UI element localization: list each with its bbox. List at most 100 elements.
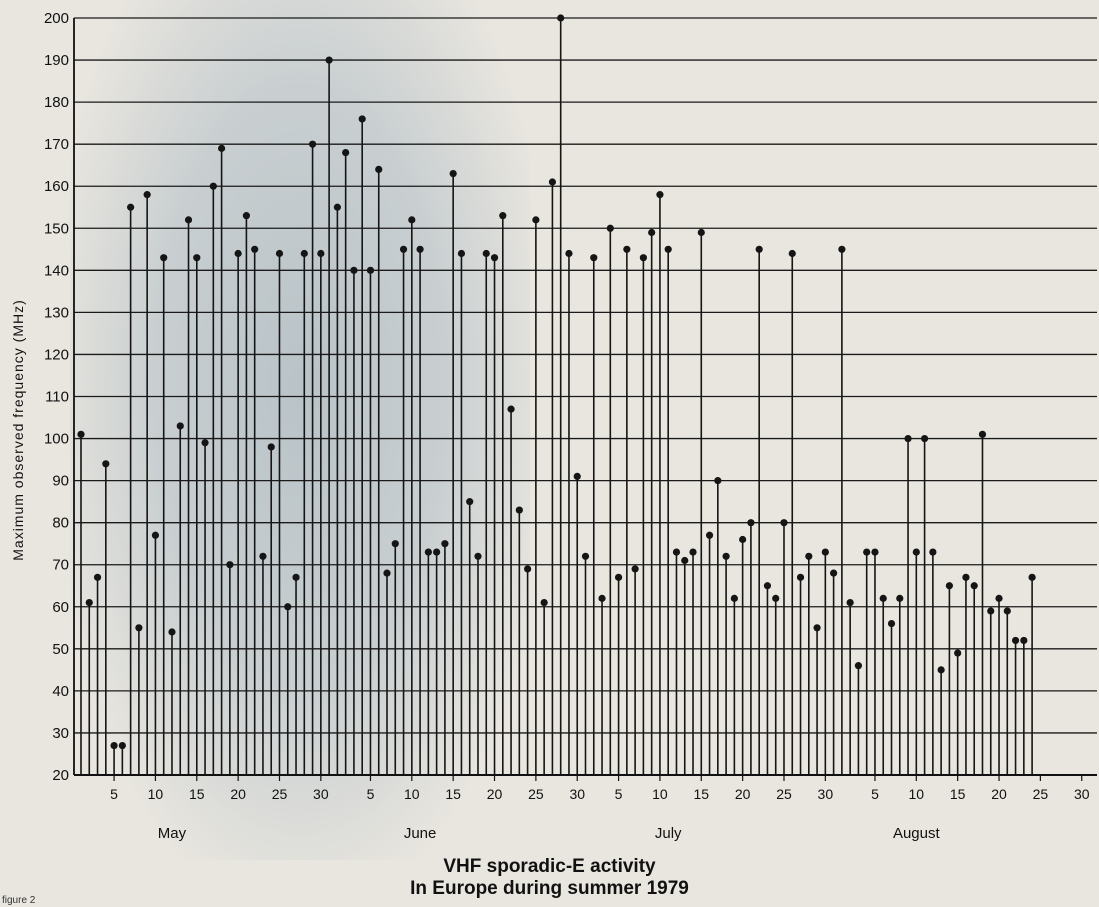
y-tick-label: 150 xyxy=(44,220,69,237)
x-tick-label: 15 xyxy=(445,786,461,802)
y-tick-label: 200 xyxy=(44,10,69,27)
data-point xyxy=(317,249,325,258)
data-point xyxy=(896,594,904,602)
y-tick-label: 170 xyxy=(44,136,69,153)
data-point xyxy=(548,178,557,186)
x-tick-label: 30 xyxy=(1074,786,1090,802)
data-point xyxy=(937,666,945,674)
data-point xyxy=(358,115,366,123)
data-point xyxy=(863,548,871,556)
label-layer: 20 30 40 50 60 70 80 90 100 110 120 130 140 150 160 170… xyxy=(44,10,1090,842)
data-point xyxy=(772,594,780,602)
data-point xyxy=(308,140,317,148)
data-point xyxy=(912,548,920,556)
y-tick-label: 180 xyxy=(44,94,69,111)
data-point xyxy=(590,254,598,262)
data-point xyxy=(672,548,681,556)
data-point xyxy=(209,182,217,190)
data-point xyxy=(366,266,375,274)
data-point xyxy=(887,620,896,628)
x-tick-label: 15 xyxy=(189,786,205,802)
data-point xyxy=(1028,573,1036,581)
data-point xyxy=(375,165,383,173)
data-point xyxy=(755,245,763,253)
data-point xyxy=(681,556,689,565)
data-point xyxy=(217,144,226,152)
x-tick-label: 5 xyxy=(110,786,118,802)
data-point xyxy=(93,573,102,581)
data-point xyxy=(259,552,267,560)
data-point xyxy=(805,552,813,560)
data-point xyxy=(962,573,970,581)
data-point xyxy=(714,477,722,485)
data-point xyxy=(606,224,614,232)
data-point xyxy=(118,741,126,750)
data-point xyxy=(102,460,110,468)
x-tick-label: 30 xyxy=(818,786,834,802)
data-point xyxy=(449,170,457,178)
data-point xyxy=(160,254,168,262)
data-point xyxy=(821,548,829,556)
data-point xyxy=(532,216,540,224)
data-point xyxy=(135,624,143,632)
chart-title: VHF sporadic-E activity xyxy=(443,856,656,877)
data-point xyxy=(482,249,490,258)
data-point xyxy=(631,565,639,573)
x-tick-label: 15 xyxy=(950,786,966,802)
data-point xyxy=(325,56,333,64)
data-point xyxy=(85,598,93,607)
data-point xyxy=(1011,636,1020,645)
x-tick-label: 10 xyxy=(909,786,925,802)
data-point xyxy=(466,498,474,506)
data-point xyxy=(383,569,391,577)
data-point xyxy=(780,519,788,527)
data-point xyxy=(838,245,846,253)
data-point xyxy=(201,439,209,447)
data-point xyxy=(474,552,482,560)
data-point xyxy=(350,266,358,274)
data-point xyxy=(226,561,234,569)
y-tick-label: 190 xyxy=(44,52,69,69)
data-point xyxy=(441,540,449,548)
data-point xyxy=(846,598,854,607)
data-point xyxy=(995,594,1003,602)
data-point xyxy=(143,191,151,199)
x-tick-label: 10 xyxy=(404,786,420,802)
x-tick-label: 25 xyxy=(272,786,288,802)
data-point xyxy=(151,531,160,539)
x-tick-label: 5 xyxy=(871,786,879,802)
data-point xyxy=(664,245,672,253)
y-tick-label: 120 xyxy=(44,346,69,363)
data-point xyxy=(416,245,424,253)
x-tick-label: 25 xyxy=(776,786,792,802)
data-point xyxy=(904,434,912,443)
data-point xyxy=(1003,607,1011,615)
data-point xyxy=(705,531,714,539)
data-point xyxy=(813,624,821,632)
data-point xyxy=(1020,636,1028,645)
x-tick-label: 5 xyxy=(367,786,375,802)
data-point xyxy=(499,212,507,220)
y-tick-label: 90 xyxy=(52,473,69,490)
data-point xyxy=(267,443,275,451)
data-point xyxy=(275,249,284,258)
data-point xyxy=(730,594,738,602)
y-axis-label: Maximum observed frequency (MHz) xyxy=(10,299,26,561)
data-point xyxy=(565,249,573,258)
data-point xyxy=(424,548,432,556)
data-point xyxy=(978,430,987,438)
chart-subtitle: In Europe during summer 1979 xyxy=(410,878,689,899)
x-tick-label: 25 xyxy=(1033,786,1049,802)
data-point xyxy=(747,519,755,527)
data-point xyxy=(639,254,647,262)
data-point xyxy=(871,548,879,556)
y-tick-label: 20 xyxy=(52,767,69,784)
data-point xyxy=(490,254,499,262)
data-point xyxy=(970,582,978,590)
month-label: August xyxy=(893,825,941,842)
data-point xyxy=(830,569,838,577)
data-point xyxy=(581,552,590,560)
y-tick-label: 60 xyxy=(52,599,69,616)
data-point xyxy=(788,249,796,258)
data-point xyxy=(193,254,201,262)
